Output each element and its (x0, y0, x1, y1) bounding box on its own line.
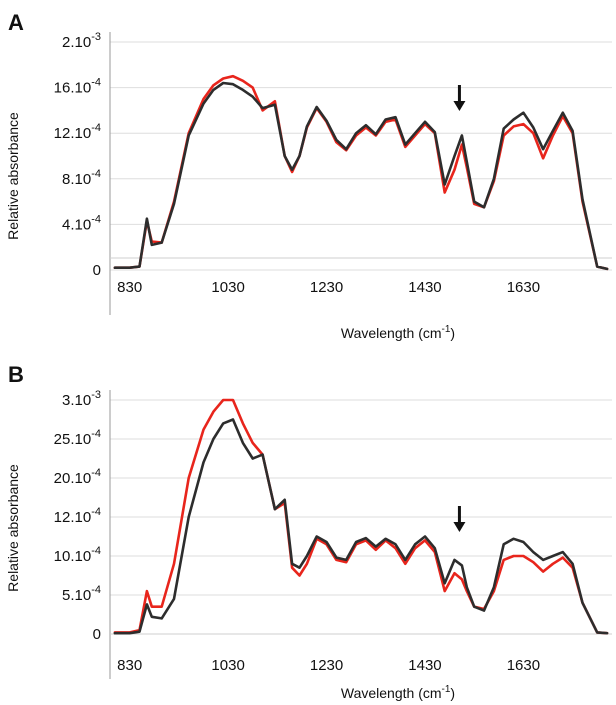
x-tick-label: 1230 (310, 279, 343, 296)
series-line-red (113, 74, 609, 271)
y-tick-label: 0 (93, 262, 101, 279)
y-tick-label: 20.10-4 (54, 467, 101, 487)
panel-letter: B (8, 362, 24, 387)
panel-letter: A (8, 10, 24, 35)
x-tick-label: 1230 (310, 657, 343, 674)
series-line-red (113, 398, 609, 635)
x-tick-label: 1030 (211, 279, 244, 296)
y-tick-label: 10.10-4 (54, 545, 101, 565)
x-tick-label: 1630 (507, 657, 540, 674)
y-tick-label: 0 (93, 626, 101, 643)
series-line-black (113, 418, 609, 635)
annotation-arrow-head (453, 522, 466, 532)
y-tick-label: 5.10-4 (62, 584, 101, 604)
x-tick-label: 830 (117, 279, 142, 296)
chart-panel-a: A Relative absorbance 0 4.10-4 8.10-4 12.10… (0, 0, 616, 352)
x-axis-title: Wavelength (cm-1) (341, 684, 455, 701)
y-tick-label: 16.10-4 (54, 77, 101, 97)
chart-panel-b: B Relative absorbance 0 5.10-4 10.10-4 12.1… (0, 352, 616, 704)
y-tick-label: 25.10-4 (54, 428, 101, 448)
x-axis-title: Wavelength (cm-1) (341, 324, 455, 341)
y-tick-label: 12.10-4 (54, 506, 101, 526)
series-line-black (113, 81, 609, 271)
y-tick-label: 4.10-4 (62, 213, 101, 233)
spectrum-chart-a: 0 4.10-4 8.10-4 12.10-4 16.10-4 2.10-3 830 1030… (54, 31, 612, 341)
y-tick-label: 2.10-3 (62, 31, 101, 51)
x-tick-label: 1430 (408, 657, 441, 674)
annotation-arrow-head (453, 101, 466, 111)
y-tick-label: 8.10-4 (62, 168, 101, 188)
x-tick-label: 1030 (211, 657, 244, 674)
x-tick-label: 1630 (507, 279, 540, 296)
y-tick-label: 12.10-4 (54, 122, 101, 142)
x-tick-label: 1430 (408, 279, 441, 296)
spectrum-chart-b: 0 5.10-4 10.10-4 12.10-4 20.10-4 25.10-4 3.10-… (54, 389, 612, 701)
x-tick-label: 830 (117, 657, 142, 674)
y-tick-label: 3.10-3 (62, 389, 101, 409)
